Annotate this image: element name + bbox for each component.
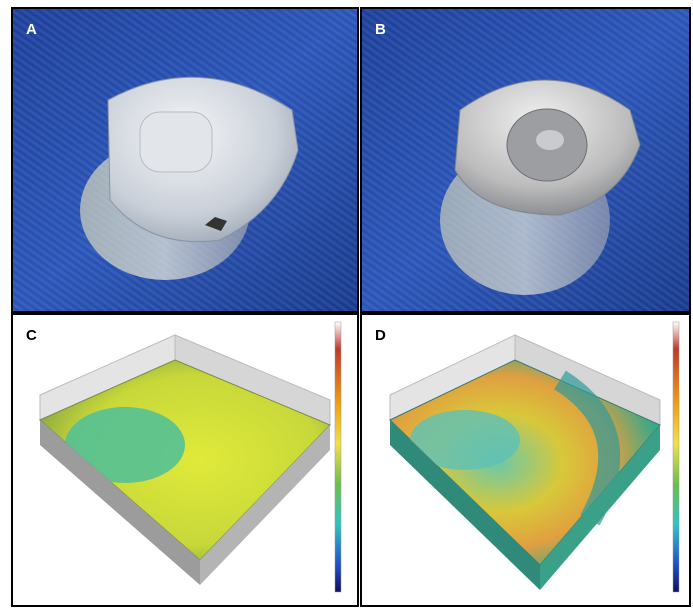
panel-b: B xyxy=(361,8,690,312)
figure: A B C D xyxy=(0,0,693,608)
panel-label: D xyxy=(375,327,386,344)
worn-area xyxy=(140,112,212,172)
colorbar xyxy=(673,322,679,592)
pit-center xyxy=(536,130,564,150)
colorbar xyxy=(335,322,341,592)
page: {"panels": [{"label": "A"}, {"label": "B… xyxy=(0,0,693,608)
panel-label: A xyxy=(26,21,37,38)
panel-d: D xyxy=(361,314,690,606)
panel-c: C xyxy=(12,314,358,606)
panel-a: A xyxy=(12,8,358,312)
panel-label: C xyxy=(26,327,37,344)
panel-label: B xyxy=(375,21,386,38)
